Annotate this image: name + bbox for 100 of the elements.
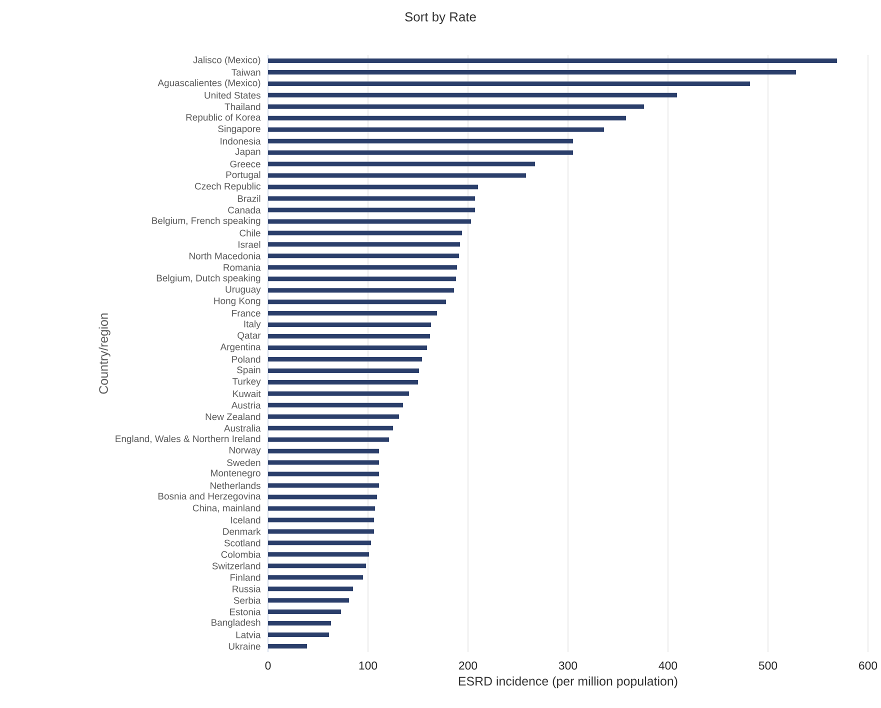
bar — [268, 391, 410, 396]
bar — [268, 529, 374, 534]
y-tick-label: Romania — [224, 264, 261, 271]
bar — [268, 219, 472, 224]
y-tick-label: Uruguay — [226, 286, 261, 295]
y-tick-label: New Zealand — [206, 413, 260, 420]
bar — [268, 208, 476, 212]
y-tick-label: Indonesia — [220, 138, 261, 145]
bar — [268, 380, 418, 384]
bar — [268, 448, 380, 454]
y-tick-label: Spain — [237, 366, 260, 376]
bar — [268, 138, 574, 144]
bar — [268, 265, 458, 270]
bar — [268, 242, 460, 247]
y-tick-label: Turkey — [232, 378, 261, 387]
x-tick-label: 600 — [859, 662, 878, 670]
y-tick-label: Colombia — [221, 550, 261, 558]
bar — [268, 564, 366, 568]
y-tick-label: Poland — [232, 356, 260, 363]
chart-title: Sort by Rate — [405, 12, 476, 24]
y-tick-label: Norway — [230, 446, 261, 456]
y-tick-label: Italy — [244, 320, 261, 330]
y-tick-label: Belgium, Dutch speaking — [156, 274, 260, 284]
y-tick-label: Scotland — [224, 539, 260, 546]
bar — [268, 346, 428, 350]
y-tick-label: China, mainland — [192, 504, 260, 513]
bar — [268, 621, 332, 626]
bar — [268, 288, 454, 293]
bar — [268, 402, 404, 408]
bar — [268, 540, 372, 546]
y-tick-label: Chile — [240, 229, 260, 236]
y-tick-label: Latvia — [236, 631, 261, 638]
bar — [268, 173, 526, 178]
bar — [268, 70, 796, 74]
y-tick-label: Finland — [230, 574, 260, 581]
bar — [268, 196, 476, 201]
bar — [268, 184, 478, 190]
y-tick-label: Estonia — [230, 608, 261, 616]
bar — [268, 483, 380, 488]
bar — [268, 300, 446, 304]
y-tick-label: Sweden — [227, 459, 260, 466]
y-tick-label: France — [232, 310, 260, 317]
bar — [268, 437, 390, 442]
y-tick-label: Australia — [224, 424, 261, 432]
y-tick-label: Singapore — [218, 125, 260, 134]
y-tick-label: Serbia — [234, 596, 261, 604]
y-tick-label: Kuwait — [233, 390, 261, 398]
x-tick-label: 500 — [758, 662, 778, 670]
y-tick-label: Switzerland — [212, 562, 260, 570]
x-tick-label: 400 — [658, 662, 678, 670]
y-tick-label: England, Wales & Northern Ireland — [116, 435, 260, 444]
y-tick-label: Argentina — [220, 343, 261, 352]
y-tick-label: Japan — [235, 148, 260, 157]
bar — [268, 92, 678, 98]
y-tick-label: Jalisco (Mexico) — [193, 56, 260, 66]
y-tick-label: Belgium, French speaking — [152, 217, 260, 226]
y-tick-label: Qatar — [238, 332, 261, 340]
y-tick-label: Thailand — [224, 103, 260, 110]
y-tick-label: Russia — [232, 585, 261, 592]
x-axis-title: ESRD incidence (per million population) — [458, 676, 678, 688]
bar — [268, 518, 374, 522]
y-tick-label: Greece — [230, 160, 260, 168]
bar — [268, 162, 536, 166]
y-tick-label: Hong Kong — [214, 298, 260, 306]
y-tick-label: Republic of Korea — [186, 114, 261, 123]
y-tick-label: Czech Republic — [195, 182, 261, 192]
bar — [268, 460, 380, 465]
bar — [268, 81, 750, 86]
bar — [268, 356, 422, 362]
y-tick-label: Ukraine — [228, 642, 260, 650]
y-tick-label: Canada — [228, 206, 261, 214]
y-axis-title: Country/region — [98, 313, 110, 394]
bar — [268, 368, 420, 373]
y-tick-label: North Macedonia — [190, 252, 261, 260]
bar — [268, 334, 430, 339]
y-tick-label: Austria — [231, 402, 261, 409]
bar — [268, 230, 462, 236]
y-tick-label: Bosnia and Herzegovina — [158, 492, 261, 502]
bar — [268, 254, 460, 258]
bar — [268, 506, 376, 511]
x-tick-label: 200 — [459, 662, 478, 670]
bar — [268, 276, 456, 282]
bar — [268, 104, 644, 109]
bar — [268, 644, 308, 649]
y-tick-label: Denmark — [223, 528, 261, 535]
x-tick-label: 300 — [558, 662, 578, 670]
bar — [268, 311, 438, 316]
bar — [268, 58, 837, 63]
bar — [268, 598, 350, 603]
y-tick-label: Aguascalientes (Mexico) — [158, 79, 260, 88]
bar — [268, 426, 394, 430]
bar — [268, 632, 330, 638]
y-tick-label: Iceland — [231, 516, 260, 524]
y-tick-label: Bangladesh — [212, 618, 260, 628]
bar — [268, 610, 342, 614]
bar — [268, 322, 432, 328]
y-tick-label: Brazil — [238, 195, 260, 202]
bar — [268, 414, 400, 419]
bar — [268, 552, 370, 557]
y-tick-label: United States — [204, 92, 260, 99]
